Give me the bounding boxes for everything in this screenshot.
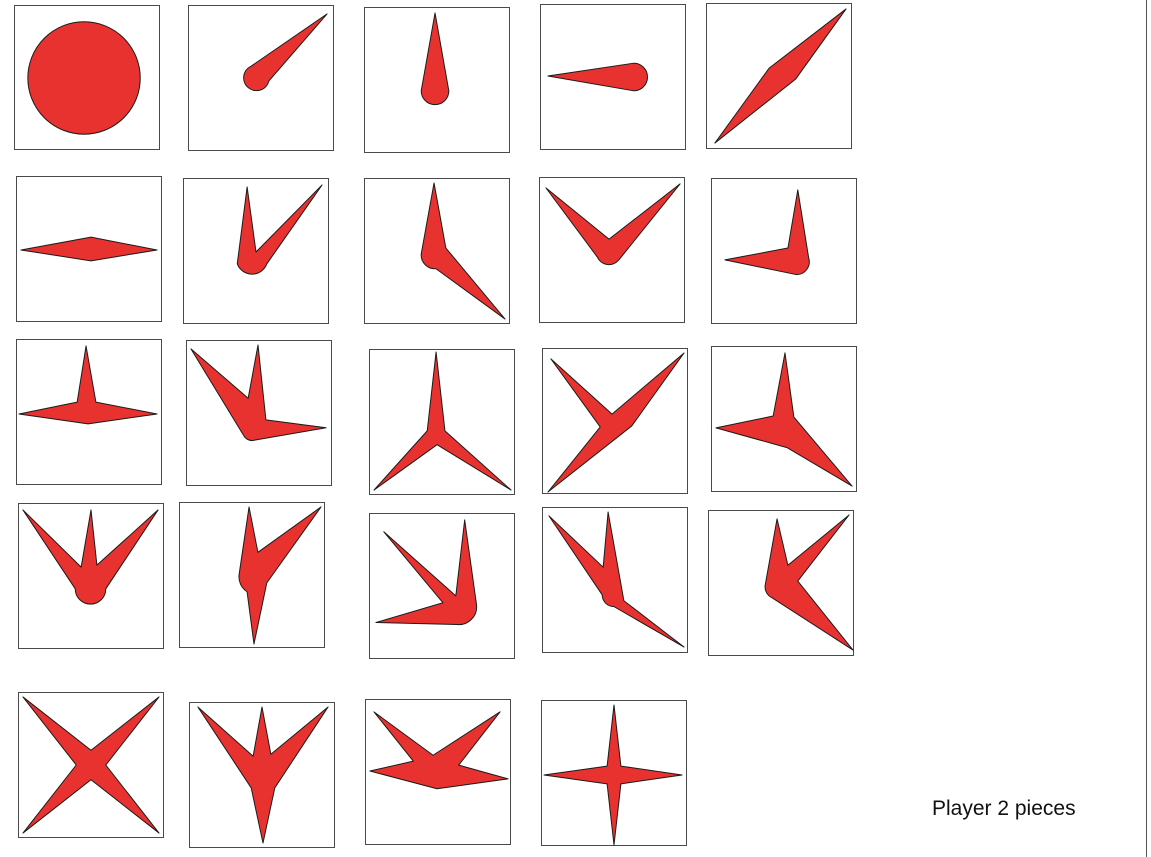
piece-tile-8[interactable] [364, 178, 510, 324]
piece-tile-20[interactable] [708, 510, 854, 656]
three-point-tripod-icon [373, 351, 512, 491]
three-point-up-ur-down-icon [238, 506, 322, 645]
piece-tile-10[interactable] [711, 178, 857, 324]
angle-ul-left-icon [375, 519, 478, 626]
piece-tile-4[interactable] [540, 4, 686, 150]
piece-tile-3[interactable] [364, 7, 510, 153]
circle-piece-icon [27, 21, 141, 135]
piece-tile-21[interactable] [18, 692, 164, 838]
double-point-horizontal-icon [20, 236, 158, 262]
wide-v-icon [545, 183, 681, 266]
piece-tile-1[interactable] [14, 5, 160, 150]
three-point-trident-icon [22, 509, 159, 605]
three-point-up-left-right-icon [18, 345, 158, 425]
double-point-diagonal-icon [714, 8, 847, 144]
piece-tile-9[interactable] [539, 177, 685, 323]
three-point-up-left-downright-icon [715, 352, 853, 487]
single-point-diagonal-icon [243, 13, 328, 92]
four-point-star-icon [543, 704, 683, 846]
three-point-ul-up-right-icon [190, 344, 327, 442]
bent-up-down-right-icon [420, 182, 506, 320]
four-point-wide-fan-icon [369, 711, 509, 790]
four-point-x-icon [22, 696, 160, 834]
piece-tile-6[interactable] [16, 176, 162, 322]
piece-tile-12[interactable] [186, 340, 332, 486]
piece-tile-5[interactable] [706, 3, 852, 149]
piece-tile-14[interactable] [542, 348, 688, 494]
piece-tile-24[interactable] [541, 700, 687, 846]
piece-tile-13[interactable] [369, 349, 515, 495]
single-point-left-icon [547, 62, 648, 92]
three-point-chevron-right-icon [547, 352, 685, 493]
three-point-up-ur-downright-icon [764, 514, 854, 651]
piece-tile-19[interactable] [542, 507, 688, 653]
narrow-v-icon [236, 184, 323, 275]
player-2-pieces-caption: Player 2 pieces [932, 797, 1076, 820]
piece-tile-17[interactable] [179, 502, 325, 648]
up-left-angle-icon [724, 189, 810, 276]
three-point-ul-up-downright-icon [548, 511, 685, 648]
piece-tile-22[interactable] [189, 702, 335, 848]
piece-tile-11[interactable] [16, 339, 162, 485]
page-edge-rule [1146, 0, 1147, 857]
piece-tile-15[interactable] [711, 346, 857, 492]
four-point-y-icon [197, 706, 329, 844]
piece-tile-16[interactable] [18, 503, 164, 649]
piece-tile-2[interactable] [188, 5, 334, 151]
piece-tile-23[interactable] [365, 699, 511, 845]
single-point-up-icon [420, 12, 450, 106]
piece-tile-18[interactable] [369, 513, 515, 659]
piece-tile-7[interactable] [183, 178, 329, 324]
